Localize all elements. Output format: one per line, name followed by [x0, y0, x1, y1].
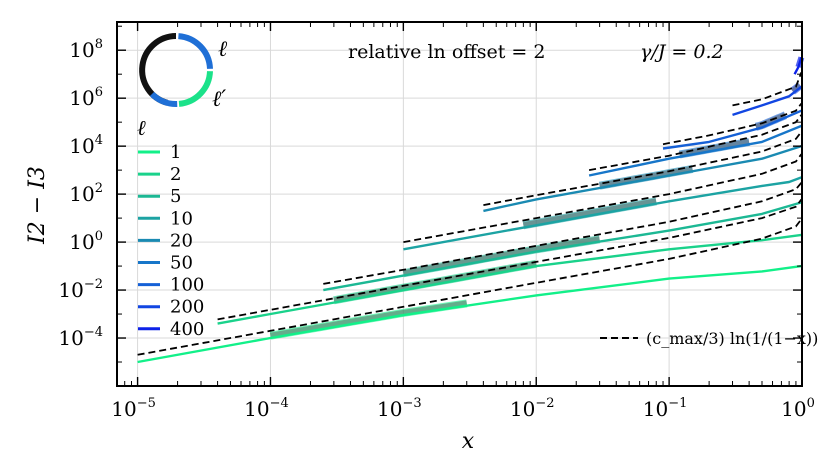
legend-label-200: 200 — [170, 297, 204, 318]
fit-window-shade-200 — [790, 82, 803, 94]
fit-window-20 — [598, 164, 694, 190]
legend-label-2: 2 — [170, 164, 181, 185]
fit-line-50 — [588, 114, 803, 171]
fit-line-200 — [732, 71, 803, 107]
fit-legend: (c_max/3) ln(1/(1−x)) — [600, 329, 818, 348]
series-line-2 — [217, 233, 802, 325]
fit-window-100 — [754, 111, 788, 131]
fit-line-20 — [483, 131, 803, 206]
inset-label-ell: ℓ — [218, 37, 228, 62]
grid — [117, 22, 803, 387]
legend-label-400: 400 — [170, 319, 204, 340]
fit-window-shade-100 — [755, 112, 787, 130]
y-axis-label: I2 − I3 — [25, 166, 50, 245]
legend-label-1: 1 — [170, 142, 181, 163]
series-line-5 — [323, 201, 802, 292]
chain-inset-diagram: ℓ ℓ′ — [139, 33, 228, 112]
inset-label-ell-prime: ℓ′ — [212, 87, 226, 112]
series-line-200 — [732, 85, 803, 117]
x-tick-label: 10−3 — [377, 396, 422, 421]
plot-frame — [116, 21, 803, 387]
annotation-gamma: γ/J = 0.2 — [640, 41, 724, 63]
series-400-fit — [795, 56, 805, 68]
fit-window-shade-5 — [402, 236, 601, 277]
fit-line-1 — [137, 218, 803, 356]
ring-arc-ell — [178, 33, 213, 70]
series-line-10 — [403, 176, 802, 251]
legend-label-5: 5 — [170, 186, 181, 207]
ring-arc-ell-prime — [178, 70, 213, 107]
fit-legend-label: (c_max/3) ln(1/(1−x)) — [646, 329, 818, 348]
x-tick-label: 10−1 — [643, 396, 688, 421]
fit-window-shade-2 — [333, 260, 537, 304]
plot-area — [137, 56, 805, 364]
fit-window-10 — [522, 197, 657, 230]
fit-window-50 — [678, 137, 750, 159]
fit-line-2 — [217, 198, 803, 321]
legend-label-100: 100 — [170, 275, 204, 296]
ring-arc-separator — [149, 91, 178, 107]
fit-window-shade-10 — [522, 198, 657, 229]
legend-title: ℓ — [137, 116, 146, 140]
series-line-50 — [588, 124, 802, 177]
legend-label-20: 20 — [170, 230, 193, 251]
x-axis-label: x — [462, 429, 475, 454]
annotation-offset: relative ln offset = 2 — [348, 41, 545, 63]
fit-window-200 — [790, 82, 803, 95]
fit-line-10 — [403, 153, 803, 243]
axes-ticks: 10−5 10−4 10−3 10−2 10−1 10010−410−2100102104… — [58, 22, 815, 421]
series-line-100 — [662, 109, 802, 150]
y-tick-label: 10−2 — [58, 277, 103, 302]
fit-line-100 — [662, 102, 803, 146]
fit-window-1 — [269, 299, 468, 340]
fit-line-5 — [323, 182, 803, 285]
legend-label-50: 50 — [170, 253, 193, 274]
fit-window-5 — [402, 235, 601, 278]
series-line-1 — [137, 264, 802, 364]
fit-window-2 — [333, 259, 537, 305]
fit-window-shade-20 — [599, 165, 694, 189]
series-line-20 — [483, 144, 802, 213]
fit-window-shade-1 — [269, 300, 468, 339]
fit-window-shade-50 — [679, 138, 750, 158]
legend-label-10: 10 — [170, 208, 193, 229]
x-tick-label: 10−5 — [111, 396, 156, 421]
legend: ℓ — [137, 116, 146, 140]
